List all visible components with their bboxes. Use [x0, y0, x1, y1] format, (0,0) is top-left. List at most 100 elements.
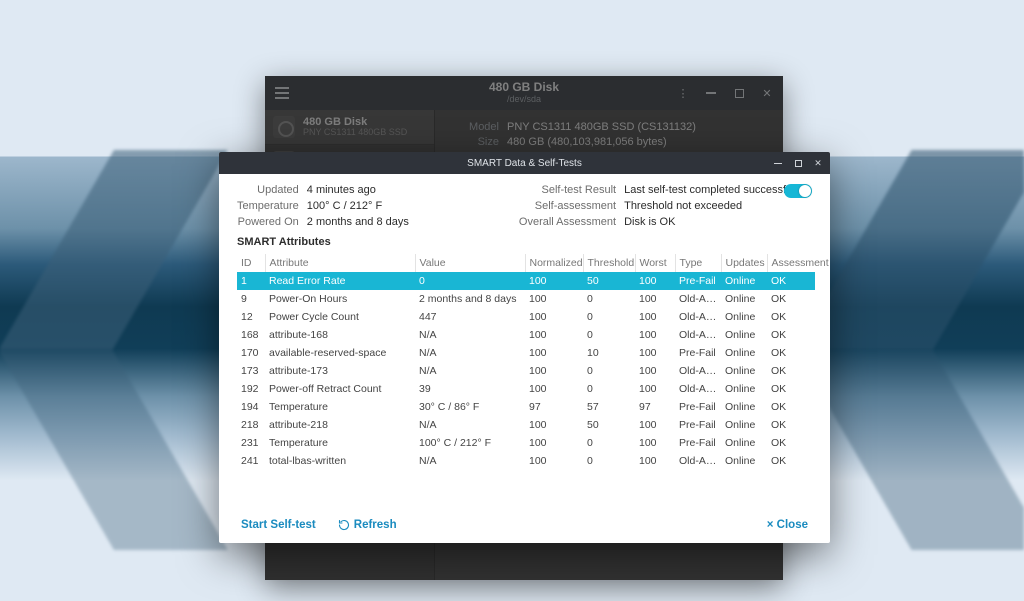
table-header[interactable]: ID Attribute Value Normalized Threshold … — [237, 254, 815, 272]
model-label: Model — [449, 121, 499, 133]
col-normalized[interactable]: Normalized — [525, 254, 583, 272]
cell-id: 9 — [237, 290, 265, 308]
cell-assessment: OK — [767, 326, 815, 344]
cell-worst: 100 — [635, 290, 675, 308]
col-type[interactable]: Type — [675, 254, 721, 272]
overall-value: Disk is OK — [624, 216, 803, 228]
temperature-label: Temperature — [237, 200, 299, 212]
col-attribute[interactable]: Attribute — [265, 254, 415, 272]
cell-updates: Online — [721, 398, 767, 416]
updated-label: Updated — [237, 184, 299, 196]
table-row[interactable]: 1Read Error Rate010050100Pre-FailOnlineO… — [237, 272, 815, 290]
col-updates[interactable]: Updates — [721, 254, 767, 272]
start-selftest-button[interactable]: Start Self-test — [241, 519, 316, 531]
close-button[interactable]: ✕ — [757, 83, 777, 103]
cell-threshold: 50 — [583, 416, 635, 434]
table-row[interactable]: 194Temperature30° C / 86° F975797Pre-Fai… — [237, 398, 815, 416]
sidebar-disk-item[interactable]: 480 GB DiskPNY CS1311 480GB SSD — [265, 110, 434, 145]
cell-id: 170 — [237, 344, 265, 362]
hamburger-icon[interactable] — [275, 87, 289, 99]
cell-updates: Online — [721, 272, 767, 290]
smart-toggle[interactable] — [784, 184, 812, 198]
col-assessment[interactable]: Assessment — [767, 254, 815, 272]
cell-attribute: Temperature — [265, 398, 415, 416]
table-row[interactable]: 173attribute-173N/A1000100Old-AgeOnlineO… — [237, 362, 815, 380]
cell-attribute: Temperature — [265, 434, 415, 452]
table-row[interactable]: 192Power-off Retract Count391000100Old-A… — [237, 380, 815, 398]
table-row[interactable]: 168attribute-168N/A1000100Old-AgeOnlineO… — [237, 326, 815, 344]
selfassess-value: Threshold not exceeded — [624, 200, 803, 212]
cell-assessment: OK — [767, 344, 815, 362]
cell-type: Old-Age — [675, 326, 721, 344]
table-row[interactable]: 231Temperature100° C / 212° F1000100Pre-… — [237, 434, 815, 452]
cell-normalized: 100 — [525, 380, 583, 398]
size-label: Size — [449, 136, 499, 148]
cell-attribute: Read Error Rate — [265, 272, 415, 290]
cell-attribute: Power-off Retract Count — [265, 380, 415, 398]
smart-close-button[interactable]: ✕ — [811, 156, 825, 170]
refresh-button[interactable]: Refresh — [338, 519, 397, 531]
cell-normalized: 100 — [525, 452, 583, 470]
poweredon-value: 2 months and 8 days — [307, 216, 409, 228]
section-title: SMART Attributes — [219, 234, 830, 254]
cell-updates: Online — [721, 452, 767, 470]
table-row[interactable]: 170available-reserved-spaceN/A10010100Pr… — [237, 344, 815, 362]
cell-id: 12 — [237, 308, 265, 326]
cell-assessment: OK — [767, 362, 815, 380]
table-row[interactable]: 218attribute-218N/A10050100Pre-FailOnlin… — [237, 416, 815, 434]
maximize-button[interactable] — [729, 83, 749, 103]
cell-updates: Online — [721, 290, 767, 308]
cell-attribute: Power Cycle Count — [265, 308, 415, 326]
cell-attribute: attribute-173 — [265, 362, 415, 380]
refresh-label: Refresh — [354, 519, 397, 531]
cell-worst: 100 — [635, 452, 675, 470]
cell-value: N/A — [415, 326, 525, 344]
smart-titlebar[interactable]: SMART Data & Self-Tests ✕ — [219, 152, 830, 174]
cell-type: Pre-Fail — [675, 416, 721, 434]
dialog-footer: Start Self-test Refresh Close — [219, 509, 830, 543]
cell-type: Old-Age — [675, 362, 721, 380]
cell-id: 194 — [237, 398, 265, 416]
table-row[interactable]: 9Power-On Hours2 months and 8 days100010… — [237, 290, 815, 308]
disks-titlebar[interactable]: 480 GB Disk /dev/sda ⋮ ✕ — [265, 76, 783, 110]
table-row[interactable]: 241total-lbas-writtenN/A1000100Old-AgeOn… — [237, 452, 815, 470]
cell-normalized: 100 — [525, 272, 583, 290]
cell-updates: Online — [721, 362, 767, 380]
cell-worst: 97 — [635, 398, 675, 416]
cell-threshold: 0 — [583, 434, 635, 452]
refresh-icon — [338, 519, 350, 531]
cell-worst: 100 — [635, 434, 675, 452]
cell-type: Pre-Fail — [675, 272, 721, 290]
cell-threshold: 0 — [583, 362, 635, 380]
cell-id: 1 — [237, 272, 265, 290]
kebab-icon[interactable]: ⋮ — [673, 83, 693, 103]
cell-value: N/A — [415, 452, 525, 470]
smart-maximize-button[interactable] — [791, 156, 805, 170]
cell-type: Old-Age — [675, 452, 721, 470]
cell-assessment: OK — [767, 290, 815, 308]
smart-dialog: SMART Data & Self-Tests ✕ Updated 4 minu… — [219, 152, 830, 543]
cell-normalized: 100 — [525, 434, 583, 452]
cell-updates: Online — [721, 416, 767, 434]
table-row[interactable]: 12Power Cycle Count4471000100Old-AgeOnli… — [237, 308, 815, 326]
col-value[interactable]: Value — [415, 254, 525, 272]
temperature-value: 100° C / 212° F — [307, 200, 409, 212]
cell-value: N/A — [415, 344, 525, 362]
smart-minimize-button[interactable] — [771, 156, 785, 170]
close-link[interactable]: Close — [767, 519, 808, 531]
cell-value: 100° C / 212° F — [415, 434, 525, 452]
cell-type: Pre-Fail — [675, 398, 721, 416]
cell-value: 39 — [415, 380, 525, 398]
cell-assessment: OK — [767, 308, 815, 326]
col-id[interactable]: ID — [237, 254, 265, 272]
cell-normalized: 100 — [525, 326, 583, 344]
minimize-button[interactable] — [701, 83, 721, 103]
col-threshold[interactable]: Threshold — [583, 254, 635, 272]
cell-value: N/A — [415, 416, 525, 434]
cell-type: Old-Age — [675, 290, 721, 308]
cell-value: 2 months and 8 days — [415, 290, 525, 308]
cell-type: Pre-Fail — [675, 344, 721, 362]
col-worst[interactable]: Worst — [635, 254, 675, 272]
overall-label: Overall Assessment — [519, 216, 616, 228]
model-value: PNY CS1311 480GB SSD (CS131132) — [507, 121, 696, 133]
